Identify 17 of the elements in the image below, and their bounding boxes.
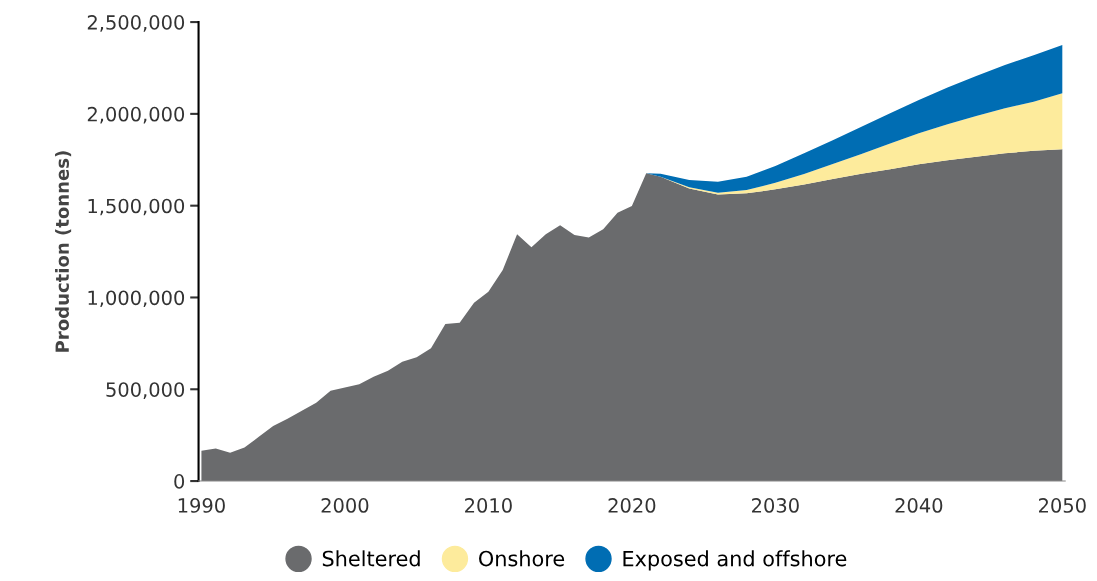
x-tick-label: 2000 xyxy=(321,498,369,513)
y-tick-label: 0 xyxy=(174,474,185,489)
y-tick-label: 1,500,000 xyxy=(88,198,185,216)
y-tick-label: 500,000 xyxy=(106,382,185,399)
x-tick-label: 2030 xyxy=(752,498,799,513)
legend-label: Onshore xyxy=(479,550,565,567)
legend-label: Exposed and offshore xyxy=(623,550,847,571)
y-tick-label: 2,500,000 xyxy=(87,15,185,32)
x-tick-label: 1990 xyxy=(178,498,225,513)
y-axis-title: Production (tonnes) xyxy=(55,151,72,352)
x-tick-label: 2040 xyxy=(895,498,943,513)
x-tick-label: 2020 xyxy=(608,498,656,513)
y-tick-label: 1,000,000 xyxy=(88,290,185,308)
x-tick-label: 2010 xyxy=(465,498,512,513)
legend-label: Sheltered xyxy=(322,550,420,567)
y-tick-label: 2,000,000 xyxy=(87,106,185,124)
x-tick-label: 2050 xyxy=(1039,498,1086,513)
